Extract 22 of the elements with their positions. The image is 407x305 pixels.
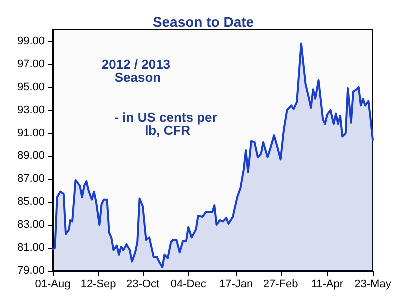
annotation: - in US cents per lb, CFR xyxy=(114,110,218,138)
x-tick-label: 12-Sep xyxy=(80,278,116,290)
y-tick-label: 83.00 xyxy=(17,219,45,232)
x-tick-label: 01-Aug xyxy=(35,278,71,290)
y-tick-label: 79.00 xyxy=(17,265,45,277)
x-tick-label: 04-Dec xyxy=(170,278,207,290)
x-tick-label: 17-Jan xyxy=(220,278,254,290)
y-tick-label: 85.00 xyxy=(17,196,45,208)
x-tick-label: 23-Oct xyxy=(126,278,160,290)
annotation: 2012 / 2013 Season xyxy=(102,57,174,85)
y-tick-label: 87.00 xyxy=(17,173,45,186)
x-tick-label: 27-Feb xyxy=(263,278,298,290)
y-tick-label: 91.00 xyxy=(17,127,45,140)
x-tick-label: 23-May xyxy=(354,278,392,290)
x-tick-label: 11-Apr xyxy=(311,278,344,290)
y-tick-label: 95.00 xyxy=(17,81,45,94)
y-tick-label: 93.00 xyxy=(17,104,45,116)
y-tick-label: 89.00 xyxy=(17,150,45,162)
chart-title: Season to Date xyxy=(152,14,254,30)
y-tick-label: 81.00 xyxy=(17,242,45,254)
y-tick-label: 99.00 xyxy=(17,35,45,48)
y-tick-label: 97.00 xyxy=(17,58,45,70)
